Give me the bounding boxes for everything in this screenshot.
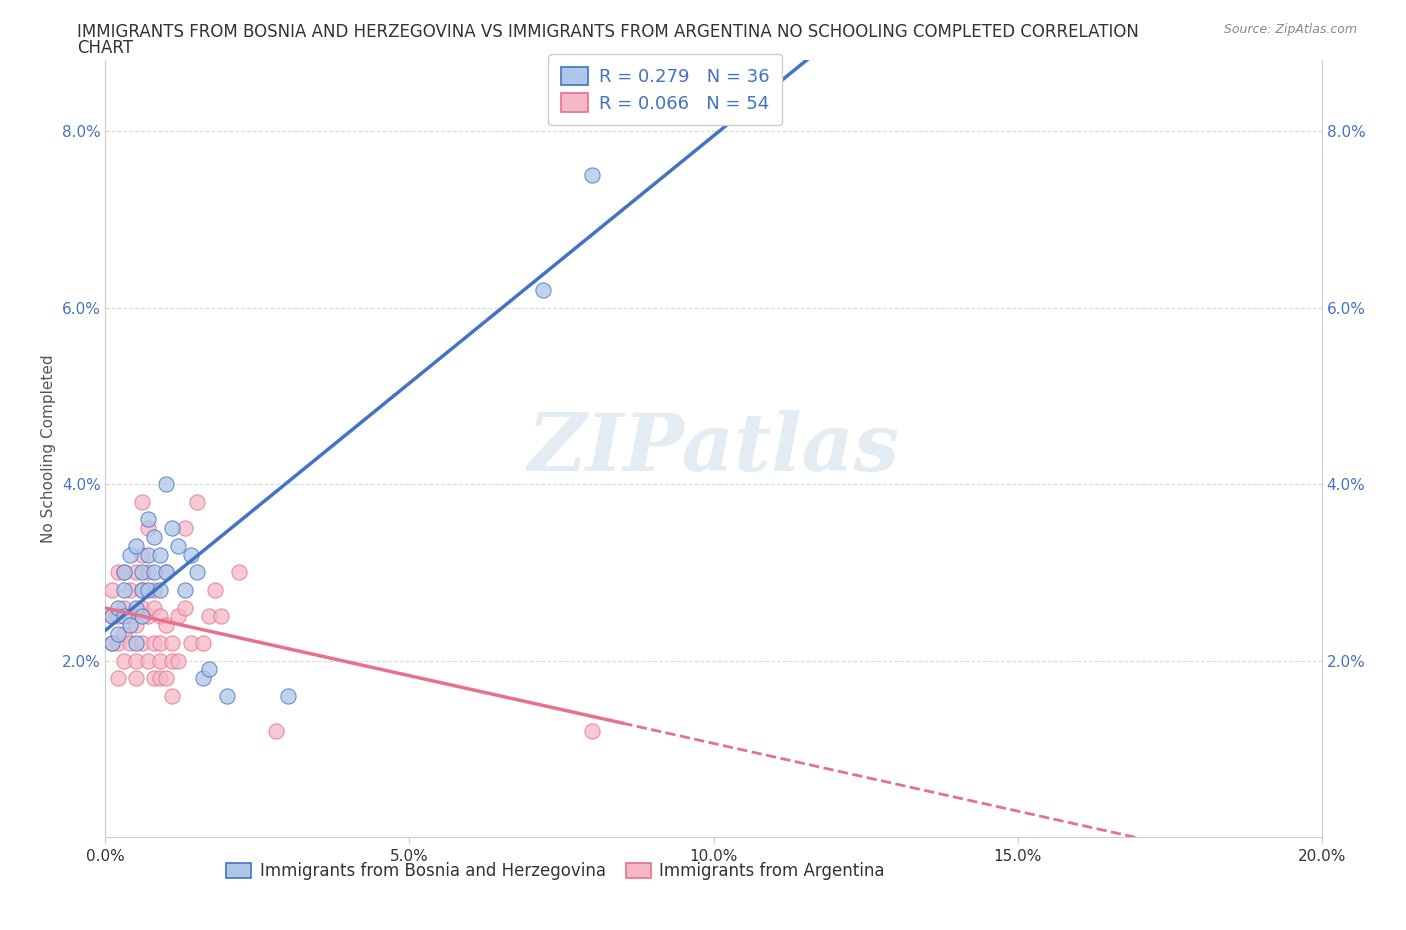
- Point: [209, 609, 232, 624]
- Point: [118, 547, 141, 562]
- Point: [118, 635, 141, 650]
- Point: [155, 476, 177, 491]
- Point: [264, 724, 287, 738]
- Point: [112, 653, 135, 668]
- Point: [100, 582, 122, 597]
- Point: [118, 582, 141, 597]
- Point: [131, 582, 153, 597]
- Point: [136, 512, 159, 526]
- Point: [581, 167, 603, 182]
- Point: [100, 635, 122, 650]
- Point: [125, 671, 148, 685]
- Point: [100, 609, 122, 624]
- Point: [191, 635, 214, 650]
- Point: [143, 582, 166, 597]
- Point: [136, 565, 159, 579]
- Point: [149, 635, 172, 650]
- Point: [217, 688, 239, 703]
- Point: [131, 494, 153, 509]
- Point: [136, 521, 159, 536]
- Point: [204, 582, 226, 597]
- Point: [162, 521, 184, 536]
- Point: [136, 653, 159, 668]
- Point: [143, 671, 166, 685]
- Point: [125, 565, 148, 579]
- Point: [131, 609, 153, 624]
- Point: [131, 565, 153, 579]
- Point: [143, 635, 166, 650]
- Point: [107, 609, 129, 624]
- Point: [173, 521, 195, 536]
- Point: [100, 609, 122, 624]
- Point: [167, 538, 190, 553]
- Point: [125, 538, 148, 553]
- Point: [180, 635, 202, 650]
- Point: [131, 635, 153, 650]
- Point: [125, 618, 148, 632]
- Point: [112, 600, 135, 615]
- Point: [143, 529, 166, 544]
- Point: [107, 627, 129, 642]
- Point: [149, 547, 172, 562]
- Point: [155, 565, 177, 579]
- Point: [277, 688, 299, 703]
- Point: [136, 582, 159, 597]
- Point: [167, 609, 190, 624]
- Point: [149, 582, 172, 597]
- Point: [118, 609, 141, 624]
- Point: [131, 582, 153, 597]
- Point: [198, 662, 221, 677]
- Point: [107, 671, 129, 685]
- Point: [107, 565, 129, 579]
- Point: [125, 635, 148, 650]
- Text: Source: ZipAtlas.com: Source: ZipAtlas.com: [1223, 23, 1357, 36]
- Point: [107, 635, 129, 650]
- Point: [118, 618, 141, 632]
- Point: [162, 635, 184, 650]
- Point: [167, 653, 190, 668]
- Point: [191, 671, 214, 685]
- Point: [581, 724, 603, 738]
- Point: [155, 671, 177, 685]
- Point: [136, 547, 159, 562]
- Point: [173, 600, 195, 615]
- Point: [149, 653, 172, 668]
- Y-axis label: No Schooling Completed: No Schooling Completed: [41, 354, 56, 543]
- Text: IMMIGRANTS FROM BOSNIA AND HERZEGOVINA VS IMMIGRANTS FROM ARGENTINA NO SCHOOLING: IMMIGRANTS FROM BOSNIA AND HERZEGOVINA V…: [77, 23, 1139, 41]
- Point: [641, 106, 664, 121]
- Point: [131, 547, 153, 562]
- Point: [112, 565, 135, 579]
- Point: [107, 600, 129, 615]
- Point: [149, 671, 172, 685]
- Point: [155, 618, 177, 632]
- Point: [186, 494, 208, 509]
- Point: [125, 653, 148, 668]
- Point: [112, 582, 135, 597]
- Point: [162, 653, 184, 668]
- Point: [131, 600, 153, 615]
- Point: [112, 609, 135, 624]
- Point: [112, 627, 135, 642]
- Text: CHART: CHART: [77, 39, 134, 57]
- Point: [228, 565, 250, 579]
- Point: [143, 565, 166, 579]
- Legend: Immigrants from Bosnia and Herzegovina, Immigrants from Argentina: Immigrants from Bosnia and Herzegovina, …: [219, 856, 891, 887]
- Point: [155, 565, 177, 579]
- Point: [198, 609, 221, 624]
- Point: [112, 565, 135, 579]
- Point: [186, 565, 208, 579]
- Point: [143, 600, 166, 615]
- Point: [125, 600, 148, 615]
- Point: [100, 635, 122, 650]
- Point: [173, 582, 195, 597]
- Text: ZIPatlas: ZIPatlas: [527, 410, 900, 487]
- Point: [162, 688, 184, 703]
- Point: [149, 609, 172, 624]
- Point: [180, 547, 202, 562]
- Point: [531, 283, 554, 298]
- Point: [136, 609, 159, 624]
